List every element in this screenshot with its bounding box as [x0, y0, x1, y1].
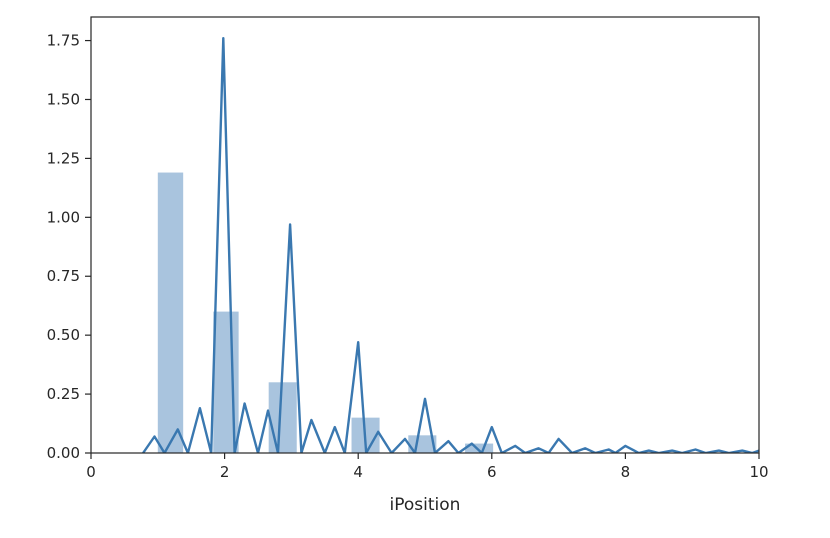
x-tick-label: 2 [220, 463, 230, 481]
x-axis-label: iPosition [390, 495, 461, 515]
x-tick-label: 4 [353, 463, 363, 481]
y-tick-label: 1.25 [47, 149, 80, 167]
histogram-bar [268, 382, 297, 453]
y-axis: 0.00 0.25 0.50 0.75 1.00 1.25 1.50 1.75 [47, 32, 91, 462]
histogram-bar [157, 172, 184, 453]
histogram-bar [465, 443, 494, 453]
y-tick-label: 0.25 [47, 385, 80, 403]
y-tick-label: 0.75 [47, 267, 80, 285]
y-tick-label: 0.50 [47, 326, 80, 344]
y-tick-label: 1.50 [47, 90, 80, 108]
x-tick-label: 6 [487, 463, 497, 481]
axes-frame [90, 16, 760, 454]
x-tick-label: 10 [749, 463, 768, 481]
x-tick-label: 8 [621, 463, 631, 481]
y-tick-label: 1.75 [47, 32, 80, 50]
histogram-bars [157, 172, 494, 453]
y-tick-label: 0.00 [47, 444, 80, 462]
y-tick-label: 1.00 [47, 208, 80, 226]
x-axis: 0 2 4 6 8 10 [86, 453, 769, 481]
x-tick-label: 0 [86, 463, 96, 481]
